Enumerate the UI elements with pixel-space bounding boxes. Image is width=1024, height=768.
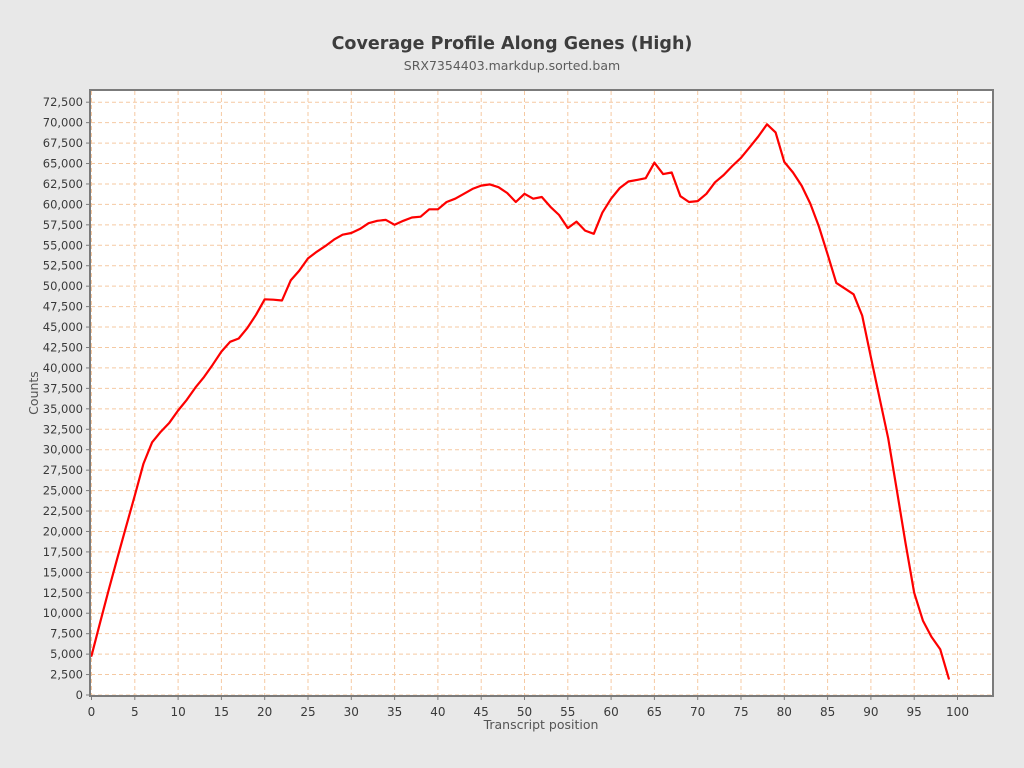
coverage-line [90,123,950,680]
y-tick-label: 37,500 [43,381,83,395]
plot-area [90,90,993,696]
y-tick-label: 17,500 [43,545,83,559]
y-tick-label: 2,500 [50,668,83,682]
x-tick-labels: 0 5 10 15 20 25 30 35 40 45 50 55 60 65 70 75 80 85 90 95 10… [88,705,969,719]
chart-subtitle: SRX7354403.markdup.sorted.bam [404,58,620,73]
x-axis-title: Transcript position [483,717,599,732]
y-tick-label: 7,500 [50,627,83,641]
x-tick-label: 70 [690,705,705,719]
y-tick-label: 32,500 [43,422,83,436]
y-tick-label: 35,000 [43,402,83,416]
y-tick-label: 57,500 [43,218,83,232]
x-tick-label: 75 [733,705,748,719]
y-tick-label: 52,500 [43,259,83,273]
x-tick-label: 15 [214,705,229,719]
y-tick-label: 50,000 [43,279,83,293]
y-tick-label: 47,500 [43,300,83,314]
y-tick-labels: 0 2,500 5,000 7,500 10,000 12,500 15,000 17,500… [43,95,83,702]
x-tick-label: 0 [88,705,96,719]
plot-border [89,89,994,697]
x-tick-label: 40 [430,705,445,719]
y-tick-label: 22,500 [43,504,83,518]
y-tick-label: 10,000 [43,606,83,620]
x-tick-label: 80 [777,705,792,719]
y-tick-label: 60,000 [43,197,83,211]
chart-title: Coverage Profile Along Genes (High) [332,34,693,54]
y-tick-label: 30,000 [43,443,83,457]
x-tick-label: 5 [131,705,139,719]
x-tick-label: 30 [344,705,359,719]
x-tick-label: 10 [170,705,185,719]
y-tick-label: 27,500 [43,463,83,477]
y-tick-label: 25,000 [43,484,83,498]
x-tick-label: 95 [907,705,922,719]
x-tick-label: 20 [257,705,272,719]
x-tick-label: 45 [474,705,489,719]
x-tick-label: 60 [603,705,618,719]
y-tick-label: 67,500 [43,136,83,150]
series-lines [90,123,950,680]
y-tick-label: 45,000 [43,320,83,334]
y-tick-label: 20,000 [43,524,83,538]
y-axis-title: Counts [26,371,41,415]
y-tick-label: 5,000 [50,647,83,661]
x-tick-label: 90 [863,705,878,719]
y-tick-label: 55,000 [43,238,83,252]
y-tick-label: 15,000 [43,565,83,579]
x-tick-label: 55 [560,705,575,719]
y-tick-label: 42,500 [43,340,83,354]
x-tick-label: 50 [517,705,532,719]
gridlines [91,91,992,696]
y-tick-label: 70,000 [43,116,83,130]
x-tick-label: 35 [387,705,402,719]
y-tick-label: 40,000 [43,361,83,375]
y-tick-label: 12,500 [43,586,83,600]
y-tick-label: 72,500 [43,95,83,109]
y-tick-label: 62,500 [43,177,83,191]
y-tick-label: 65,000 [43,157,83,171]
y-tick-label: 0 [76,688,83,702]
x-tick-label: 25 [300,705,315,719]
x-tick-label: 85 [820,705,835,719]
x-tick-label: 65 [647,705,662,719]
x-tick-label: 100 [946,705,969,719]
